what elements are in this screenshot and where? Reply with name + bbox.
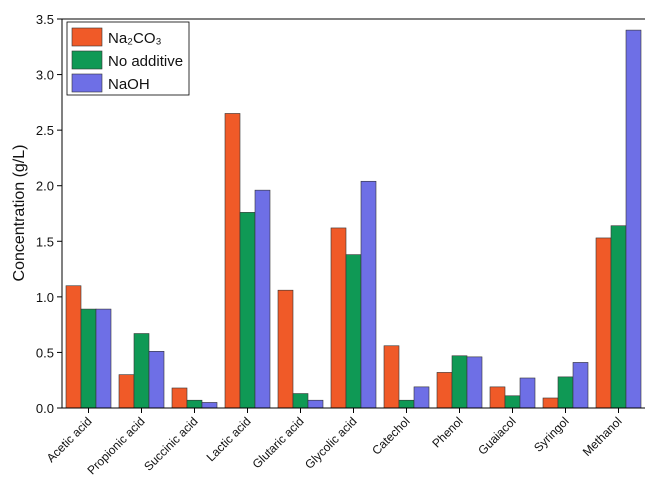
legend-label: No additive bbox=[108, 53, 183, 70]
bar bbox=[572, 362, 589, 409]
x-tick-label: Methanol bbox=[580, 414, 625, 459]
bar bbox=[610, 225, 627, 409]
x-tick-label: Glycolic acid bbox=[302, 414, 360, 472]
bar bbox=[277, 289, 294, 409]
bar bbox=[80, 308, 97, 409]
bar bbox=[625, 29, 642, 409]
bar bbox=[171, 387, 188, 409]
bar bbox=[398, 399, 415, 409]
legend-label: NaOH bbox=[108, 76, 150, 93]
bar bbox=[224, 113, 241, 409]
y-tick-label: 1.5 bbox=[36, 234, 54, 249]
y-tick-label: 3.5 bbox=[36, 12, 54, 27]
bar bbox=[148, 351, 165, 409]
bar bbox=[436, 372, 453, 409]
bar bbox=[489, 386, 506, 409]
legend-swatch bbox=[71, 50, 103, 70]
axis-frame bbox=[61, 18, 645, 409]
bar bbox=[118, 374, 135, 409]
bar bbox=[413, 386, 430, 409]
x-tick-label: Acetic acid bbox=[44, 414, 95, 465]
legend-label: Na₂CO₃ bbox=[108, 30, 162, 47]
x-tick-label: Syringol bbox=[531, 414, 572, 455]
x-tick-label: Phenol bbox=[429, 414, 465, 450]
x-tick-label: Succinic acid bbox=[141, 414, 200, 473]
bar bbox=[360, 180, 377, 409]
bar bbox=[201, 402, 218, 409]
bar bbox=[345, 254, 362, 409]
bar bbox=[595, 237, 612, 409]
bar bbox=[239, 212, 256, 409]
bar bbox=[504, 395, 521, 409]
bar bbox=[65, 285, 82, 409]
bar bbox=[292, 393, 309, 409]
bar bbox=[519, 377, 536, 409]
x-tick-label: Glutaric acid bbox=[250, 414, 307, 471]
x-tick-label: Catechol bbox=[369, 414, 412, 457]
bar bbox=[307, 399, 324, 409]
x-tick-label: Guaiacol bbox=[475, 414, 518, 457]
bar bbox=[557, 376, 574, 409]
bar bbox=[451, 355, 468, 409]
bar bbox=[383, 345, 400, 409]
y-tick-label: 2.5 bbox=[36, 123, 54, 138]
bar bbox=[133, 333, 150, 409]
y-tick-label: 3.0 bbox=[36, 68, 54, 83]
y-tick-label: 1.0 bbox=[36, 290, 54, 305]
bar bbox=[254, 189, 271, 409]
legend-swatch bbox=[71, 27, 103, 47]
legend-swatch bbox=[71, 73, 103, 93]
y-tick-label: 0.0 bbox=[36, 401, 54, 416]
bar bbox=[95, 308, 112, 409]
bar bbox=[186, 399, 203, 409]
y-axis-label: Concentration (g/L) bbox=[11, 145, 28, 282]
bar bbox=[542, 397, 559, 409]
y-tick-label: 0.5 bbox=[36, 345, 54, 360]
bar bbox=[330, 227, 347, 409]
bar bbox=[466, 356, 483, 409]
y-tick-label: 2.0 bbox=[36, 179, 54, 194]
x-tick-label: Lactic acid bbox=[204, 414, 254, 464]
